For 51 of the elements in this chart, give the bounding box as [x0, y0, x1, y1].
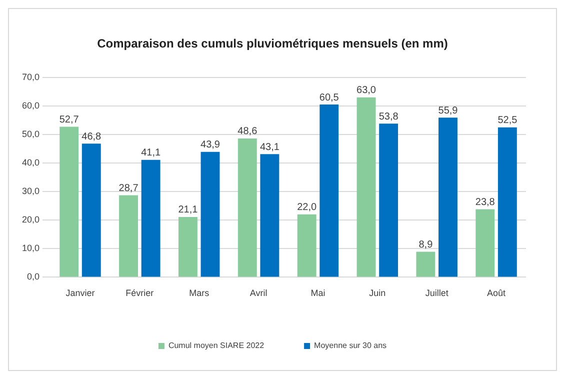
bar [119, 195, 138, 277]
bar [320, 104, 339, 277]
data-label: 52,5 [498, 115, 518, 126]
x-tick-label: Février [126, 288, 154, 298]
bar [498, 127, 517, 277]
y-tick-label: 20,0 [22, 214, 40, 225]
bar [356, 97, 376, 277]
bar [141, 160, 160, 277]
y-tick-label: 70,0 [22, 72, 40, 82]
y-tick-label: 30,0 [22, 186, 40, 196]
data-label: 22,0 [297, 202, 317, 214]
bar [260, 154, 280, 277]
bar [60, 126, 79, 277]
x-tick-label: Janvier [66, 288, 95, 298]
data-label: 60,5 [319, 92, 340, 104]
y-tick-label: 50,0 [22, 128, 40, 139]
data-label: 46,8 [82, 131, 102, 142]
bar [416, 252, 436, 277]
y-tick-label: 10,0 [22, 243, 40, 254]
bar [476, 209, 495, 277]
x-tick-label: Mars [189, 288, 210, 298]
data-label: 28,7 [118, 183, 139, 194]
data-label: 43,9 [200, 140, 220, 151]
chart-title: Comparaison des cumuls pluviométriques mensuels (en mm) [97, 36, 448, 51]
x-tick-label: Juillet [425, 288, 449, 298]
bar [297, 214, 316, 277]
bar [82, 144, 101, 277]
data-label: 41,1 [141, 148, 161, 159]
bar [379, 124, 398, 277]
bar [438, 118, 458, 277]
x-tick-label: Juin [369, 288, 386, 298]
data-label: 43,1 [260, 142, 280, 153]
bar [238, 138, 257, 277]
x-tick-label: Mai [310, 288, 326, 298]
data-label: 53,8 [378, 111, 399, 122]
legend-label: Cumul moyen SIARE 2022 [168, 341, 265, 350]
legend-label: Moyenne sur 30 ans [314, 341, 387, 350]
x-tick-label: Août [487, 288, 506, 298]
data-label: 21,1 [178, 204, 198, 216]
y-tick-label: 60,0 [22, 100, 40, 110]
data-label: 63,0 [356, 85, 376, 96]
data-label: 48,6 [238, 126, 258, 138]
y-tick-label: 0,0 [27, 272, 40, 282]
data-label: 23,8 [475, 197, 496, 208]
data-label: 8,9 [418, 240, 434, 251]
bar [178, 216, 198, 277]
data-label: 52,7 [59, 114, 80, 126]
y-tick-label: 40,0 [22, 158, 40, 168]
bar [200, 152, 220, 277]
data-label: 55,9 [438, 105, 458, 116]
x-tick-label: Avril [250, 288, 268, 298]
